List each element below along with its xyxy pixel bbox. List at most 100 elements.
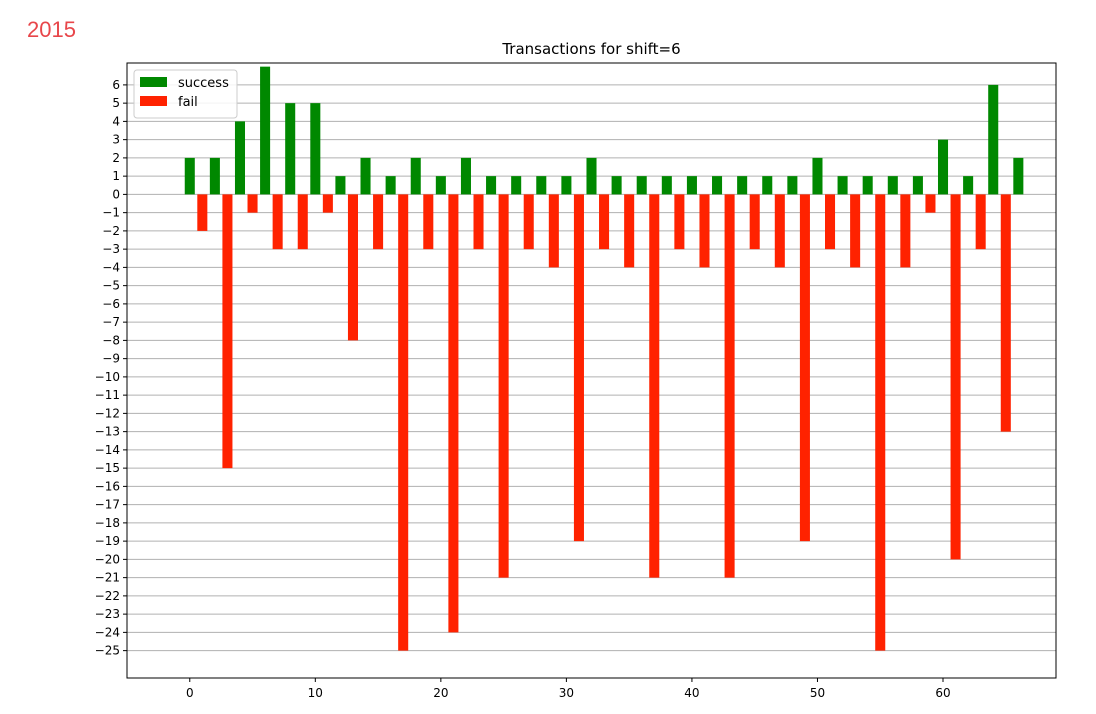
bar-fail xyxy=(222,194,233,469)
y-tick-label: −10 xyxy=(95,370,120,384)
y-tick-label: 2 xyxy=(112,151,120,165)
y-tick-label: −3 xyxy=(102,242,120,256)
y-tick-label: −20 xyxy=(95,552,120,566)
y-axis: 6 5 4 3 2 1 0 −1 −2 −3 −4 −5 −6 −7 −8 −9 −10 −11 −12 −13 −14… xyxy=(95,78,127,658)
bar-success xyxy=(1013,157,1024,195)
bar-fail xyxy=(272,194,283,250)
bar-success xyxy=(184,157,195,195)
x-tick-label: 20 xyxy=(433,686,448,700)
bar-success xyxy=(586,157,597,195)
y-tick-label: −6 xyxy=(102,297,120,311)
legend-label-success: success xyxy=(178,76,229,91)
bar-success xyxy=(385,176,396,195)
bar-fail xyxy=(975,194,986,250)
bar-success xyxy=(912,176,923,195)
bar-fail xyxy=(448,194,459,633)
bar-fail xyxy=(423,194,434,250)
y-tick-label: 4 xyxy=(112,114,120,128)
bar-fail xyxy=(247,194,258,213)
bar-fail xyxy=(799,194,810,542)
bar-fail xyxy=(724,194,735,578)
bar-fail xyxy=(900,194,911,268)
y-tick-label: −9 xyxy=(102,352,120,366)
bar-fail xyxy=(573,194,584,542)
x-tick-label: 60 xyxy=(935,686,950,700)
legend-label-fail: fail xyxy=(178,95,198,110)
bar-success xyxy=(335,176,346,195)
chart-title: Transactions for shift=6 xyxy=(501,40,680,58)
bar-fail xyxy=(674,194,685,250)
bar-success xyxy=(209,157,220,195)
bar-fail xyxy=(373,194,384,250)
bar-success xyxy=(536,176,547,195)
bar-fail xyxy=(925,194,936,213)
y-tick-label: −4 xyxy=(102,260,120,274)
bar-fail xyxy=(950,194,961,560)
bar-fail xyxy=(398,194,409,651)
legend: success fail xyxy=(133,69,238,119)
bar-success xyxy=(937,139,949,195)
bar-success xyxy=(762,176,773,195)
bar-fail xyxy=(624,194,635,268)
y-tick-label: −13 xyxy=(95,425,120,439)
plot-frame xyxy=(126,62,1057,679)
bar-success xyxy=(435,176,446,195)
y-tick-label: −8 xyxy=(102,333,120,347)
y-tick-label: −22 xyxy=(95,589,120,603)
y-tick-label: 5 xyxy=(112,96,120,110)
bar-success xyxy=(460,157,471,195)
bar-success xyxy=(260,66,271,195)
y-tick-label: −21 xyxy=(95,571,120,585)
bar-fail xyxy=(649,194,660,578)
bar-success xyxy=(862,176,873,195)
y-tick-label: 6 xyxy=(112,78,120,92)
y-tick-label: −2 xyxy=(102,224,120,238)
bar-success xyxy=(234,121,246,195)
bar-success xyxy=(661,176,672,195)
bar-fail xyxy=(548,194,559,268)
bars xyxy=(184,66,1024,651)
bar-success xyxy=(561,176,572,195)
bar-success xyxy=(737,176,748,195)
bar-fail xyxy=(523,194,534,250)
y-tick-label: −15 xyxy=(95,461,120,475)
y-tick-label: 1 xyxy=(112,169,120,183)
x-tick-label: 0 xyxy=(186,686,194,700)
y-tick-label: −5 xyxy=(102,279,120,293)
legend-swatch-success xyxy=(140,77,167,87)
legend-swatch-fail xyxy=(140,96,167,106)
bar-fail xyxy=(322,194,333,213)
bar-success xyxy=(310,103,321,195)
x-tick-label: 30 xyxy=(559,686,574,700)
bar-success xyxy=(360,157,371,195)
x-axis: 0 10 20 30 40 50 60 xyxy=(186,678,951,700)
bar-fail xyxy=(297,194,308,250)
y-tick-label: −12 xyxy=(95,406,120,420)
x-tick-label: 50 xyxy=(810,686,825,700)
x-tick-label: 10 xyxy=(308,686,323,700)
bar-success xyxy=(988,84,999,195)
bar-success xyxy=(285,103,296,195)
y-tick-label: 0 xyxy=(112,187,120,201)
bar-fail xyxy=(1000,194,1011,432)
bar-fail xyxy=(347,194,358,341)
y-tick-label: −11 xyxy=(95,388,120,402)
bar-success xyxy=(787,176,798,195)
bar-fail xyxy=(774,194,785,268)
bar-fail xyxy=(599,194,610,250)
y-tick-label: −1 xyxy=(102,206,120,220)
bar-fail xyxy=(699,194,710,268)
y-tick-label: −14 xyxy=(95,443,120,457)
bar-success xyxy=(887,176,898,195)
bar-fail xyxy=(875,194,886,651)
y-tick-label: −18 xyxy=(95,516,120,530)
bar-success xyxy=(511,176,522,195)
bar-success xyxy=(837,176,848,195)
bar-success xyxy=(636,176,647,195)
bar-success xyxy=(486,176,497,195)
bar-fail xyxy=(473,194,484,250)
y-tick-label: −24 xyxy=(95,625,120,639)
bar-fail xyxy=(197,194,208,231)
bar-success xyxy=(812,157,823,195)
